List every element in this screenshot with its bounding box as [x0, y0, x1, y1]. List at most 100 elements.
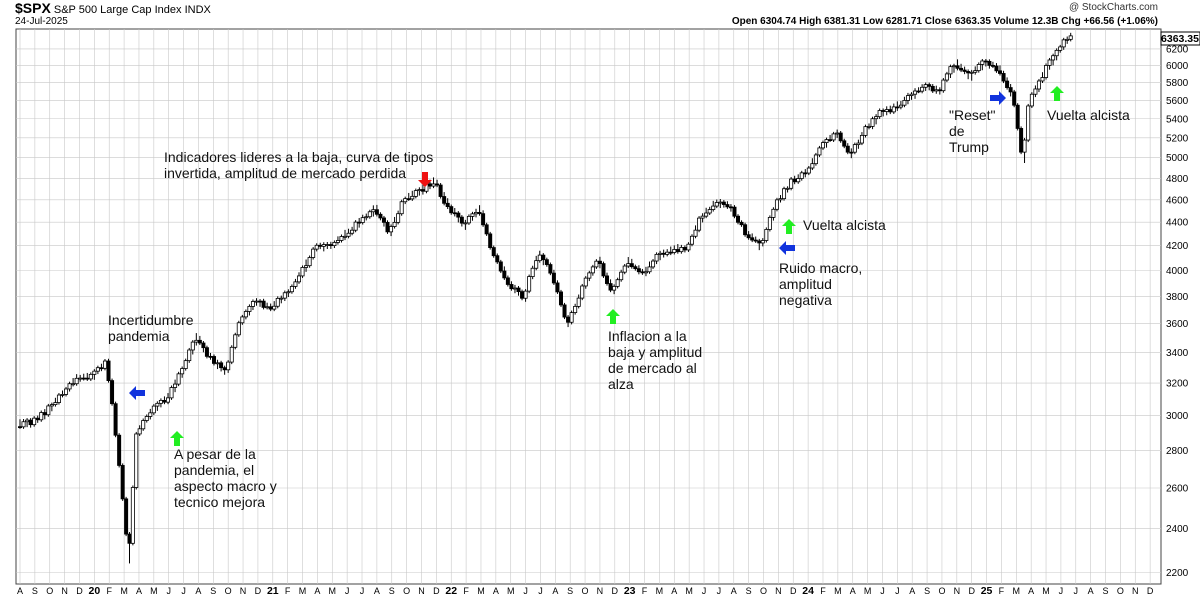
candle-body: [905, 95, 910, 101]
candle-body: [1012, 91, 1017, 106]
candle-body: [300, 267, 305, 277]
annotation-vuelta-alcista-1: Vuelta alcista: [803, 217, 886, 233]
y-tick-label: 3400: [1166, 348, 1189, 359]
candle-body: [916, 90, 921, 93]
candle-body: [686, 243, 691, 251]
candle-body: [406, 198, 411, 201]
candle-body: [562, 304, 567, 318]
candle-body: [955, 65, 960, 69]
x-tick-label: 25: [981, 585, 993, 597]
candle-body: [817, 147, 822, 156]
y-tick-label: 3600: [1166, 319, 1189, 330]
annotation-reset: "Reset" de Trump: [949, 107, 996, 155]
candle-body: [491, 247, 496, 257]
y-tick-label: 6200: [1166, 44, 1189, 55]
candle-body: [399, 201, 404, 215]
candle-body: [537, 254, 542, 262]
candle-body: [381, 217, 386, 223]
candle-body: [314, 244, 319, 250]
candle-body: [1001, 73, 1006, 82]
x-tick-label: N: [1132, 586, 1139, 596]
candle-body: [117, 434, 122, 466]
annotation-pandemia: Incertidumbre pandemia: [108, 312, 194, 344]
candle-body: [420, 189, 425, 192]
y-tick-label: 5000: [1166, 153, 1189, 164]
candle-body: [874, 116, 879, 120]
x-tick-label: A: [1028, 586, 1034, 596]
candle-body: [1005, 80, 1010, 88]
x-tick-label: F: [999, 586, 1005, 596]
candle-body: [757, 240, 762, 244]
candle-body: [49, 404, 54, 407]
candle-body: [828, 139, 833, 142]
candle-body: [951, 65, 956, 68]
candle-body: [110, 380, 115, 405]
candle-body: [46, 405, 51, 416]
candle-body: [877, 110, 882, 118]
candle-body: [845, 145, 850, 153]
candle-body: [516, 287, 521, 293]
x-tick-label: M: [150, 586, 158, 596]
x-tick-label: O: [938, 586, 945, 596]
candle-body: [668, 251, 673, 254]
candle-body: [732, 206, 737, 217]
x-tick-label: A: [671, 586, 677, 596]
candle-body: [998, 70, 1003, 74]
candle-body: [704, 212, 709, 217]
x-tick-label: M: [685, 586, 693, 596]
candle-body: [268, 306, 273, 310]
candle-body: [367, 211, 372, 218]
candle-body: [576, 297, 581, 307]
y-tick-label: 3800: [1166, 292, 1189, 303]
candle-body: [665, 251, 670, 255]
candle-body: [318, 244, 323, 247]
candle-body: [258, 300, 263, 303]
candle-body: [725, 204, 730, 208]
arrow-right-icon: [990, 91, 1006, 105]
candle-body: [190, 341, 195, 351]
x-tick-label: D: [255, 586, 262, 596]
candle-body: [895, 106, 900, 109]
candle-body: [962, 69, 967, 72]
candle-body: [183, 360, 188, 369]
arrow-up-icon: [782, 219, 796, 234]
candle-body: [520, 291, 525, 299]
x-tick-label: M: [864, 586, 872, 596]
candle-body: [558, 291, 563, 306]
candle-body: [357, 221, 362, 224]
candle-body: [760, 240, 765, 244]
arrow-left-icon: [779, 241, 795, 255]
candle-body: [597, 260, 602, 265]
candle-body: [477, 212, 482, 215]
x-tick-label: A: [493, 586, 499, 596]
x-tick-label: 23: [624, 585, 636, 597]
x-tick-label: J: [360, 586, 365, 596]
candle-body: [254, 300, 259, 303]
x-tick-label: M: [1013, 586, 1021, 596]
x-tick-label: M: [1042, 586, 1050, 596]
y-tick-label: 4800: [1166, 174, 1189, 185]
candle-body: [212, 356, 217, 364]
annotation-arrows: [129, 86, 1064, 446]
candle-body: [842, 140, 847, 147]
candle-body: [789, 178, 794, 189]
candle-body: [346, 232, 351, 237]
y-tick-label: 4600: [1166, 195, 1189, 206]
candle-body: [718, 201, 723, 204]
x-tick-label: D: [433, 586, 440, 596]
arrow-left-icon: [129, 386, 145, 400]
candle-body: [236, 322, 241, 336]
candle-body: [95, 367, 100, 372]
candle-body: [374, 209, 379, 215]
candle-body: [495, 255, 500, 263]
candle-body: [162, 399, 167, 403]
y-tick-label: 5200: [1166, 133, 1189, 144]
candle-body: [325, 244, 330, 246]
candle-body: [555, 282, 560, 293]
candle-body: [505, 277, 510, 285]
x-tick-label: S: [389, 586, 395, 596]
candle-body: [484, 224, 489, 235]
candle-body: [204, 347, 209, 357]
candle-body: [512, 287, 517, 290]
candle-body: [937, 89, 942, 92]
